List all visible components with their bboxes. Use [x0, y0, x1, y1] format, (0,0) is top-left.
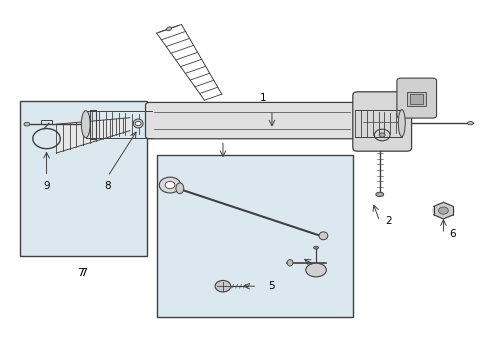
FancyBboxPatch shape [397, 78, 437, 118]
Text: 9: 9 [43, 181, 50, 191]
Ellipse shape [24, 122, 30, 126]
Polygon shape [103, 120, 110, 139]
Bar [407, 92, 426, 106]
Ellipse shape [176, 183, 184, 194]
Text: 7: 7 [80, 268, 87, 278]
Circle shape [165, 181, 175, 189]
Polygon shape [70, 122, 76, 149]
Ellipse shape [467, 121, 473, 125]
Text: 5: 5 [269, 281, 275, 291]
Circle shape [432, 202, 455, 219]
Polygon shape [63, 123, 70, 151]
Circle shape [135, 121, 141, 126]
Polygon shape [123, 118, 130, 133]
Ellipse shape [306, 263, 326, 277]
Circle shape [159, 177, 181, 193]
Bar [410, 94, 423, 104]
Text: 3: 3 [220, 125, 226, 135]
Polygon shape [83, 121, 90, 145]
Text: 2: 2 [386, 216, 392, 226]
Polygon shape [110, 119, 117, 137]
Circle shape [439, 207, 448, 214]
Circle shape [215, 280, 231, 292]
Ellipse shape [314, 246, 318, 249]
Text: 8: 8 [104, 181, 111, 191]
Polygon shape [90, 121, 97, 143]
Polygon shape [56, 123, 63, 153]
Polygon shape [76, 122, 83, 147]
Bar [90, 109, 96, 139]
Ellipse shape [81, 111, 90, 138]
Text: 7: 7 [77, 268, 84, 278]
Ellipse shape [167, 27, 172, 31]
Circle shape [379, 133, 385, 137]
Ellipse shape [398, 109, 405, 136]
Ellipse shape [376, 192, 384, 197]
Text: 1: 1 [260, 93, 267, 103]
FancyBboxPatch shape [146, 102, 359, 139]
Polygon shape [97, 120, 103, 141]
Ellipse shape [133, 119, 143, 128]
Ellipse shape [319, 232, 328, 240]
FancyBboxPatch shape [353, 92, 412, 151]
Bar [41, 120, 52, 124]
Bar [20, 101, 147, 256]
Bar [157, 155, 353, 317]
Text: 4: 4 [318, 266, 325, 276]
Polygon shape [117, 118, 123, 135]
Text: 6: 6 [449, 229, 456, 239]
Ellipse shape [287, 260, 293, 266]
